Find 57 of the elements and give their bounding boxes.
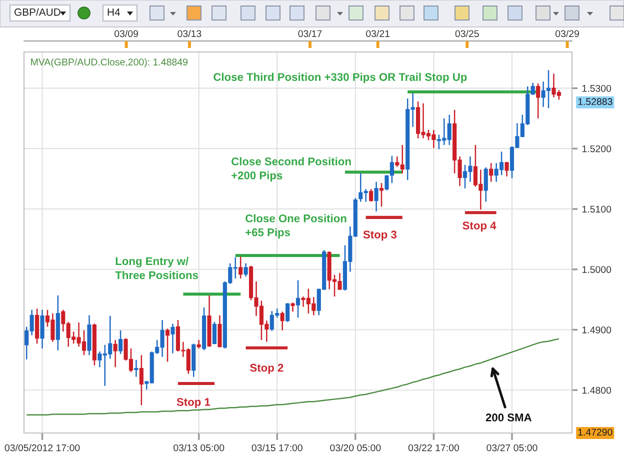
candlestick xyxy=(484,166,488,202)
x-tick-label: 03/27 05:00 xyxy=(486,444,538,452)
candlestick xyxy=(238,256,243,280)
candlestick xyxy=(118,330,123,355)
candlestick xyxy=(290,302,295,312)
candlestick xyxy=(384,174,389,191)
annotation: Stop 4 xyxy=(462,222,496,232)
annotation: Stop 2 xyxy=(250,364,284,374)
annotation: 200 SMA xyxy=(486,414,532,422)
x-tick-label: 03/13 05:00 xyxy=(174,444,224,452)
candlestick xyxy=(390,155,394,184)
text: 03/29 xyxy=(556,30,579,38)
annotation: Long Entry w/ Three Positions xyxy=(115,256,198,280)
candlestick xyxy=(369,188,374,202)
candlestick xyxy=(40,309,44,350)
annotation: Stop 3 xyxy=(363,230,397,241)
chart-subtitle: H4 xyxy=(108,8,120,16)
x-tick-label: 03/15 17:00 xyxy=(252,444,302,452)
annotation: Close Second Position +200 Pips xyxy=(232,157,351,182)
candlestick xyxy=(139,354,144,406)
text: 03/21 xyxy=(366,30,390,38)
y-tick-label: 1.5100 xyxy=(582,206,612,213)
y-tick-label: 1.5300 xyxy=(582,84,612,92)
candlestick xyxy=(35,308,40,344)
candlestick xyxy=(218,314,222,348)
candlestick xyxy=(536,82,540,120)
text: 03/09 xyxy=(114,30,138,38)
annotation: Close Third Position +330 Pips OR Trail Stop Up xyxy=(214,72,467,84)
candlestick xyxy=(170,323,175,354)
text: 1.47290 xyxy=(578,428,612,436)
chart-title: GBP/AUD xyxy=(14,8,60,16)
text: 03/13 xyxy=(178,30,202,38)
candlestick xyxy=(165,328,170,362)
x-tick-label: 03/20 05:00 xyxy=(330,444,381,452)
x-tick-label: 03/05/2012 17:00 xyxy=(4,444,80,452)
candlestick xyxy=(379,182,384,208)
y-tick-label: 1.5200 xyxy=(582,145,612,152)
candlestick xyxy=(504,161,509,178)
annotation: Stop 1 xyxy=(176,398,210,408)
candlestick xyxy=(286,302,290,323)
text: 1.52883 xyxy=(578,98,612,106)
text: 03/17 xyxy=(298,30,322,38)
annotation: Close One Position +65 Pips xyxy=(246,214,346,238)
candlestick xyxy=(489,162,494,182)
y-tick-label: 1.4900 xyxy=(582,326,612,334)
candlestick xyxy=(113,339,118,368)
candlestick xyxy=(212,321,217,345)
y-tick-label: 1.5000 xyxy=(582,266,612,273)
candlestick xyxy=(374,181,378,212)
candlestick xyxy=(296,280,300,318)
x-tick-label: 03/22 17:00 xyxy=(408,444,459,452)
candlestick xyxy=(280,311,284,331)
text: 03/25 xyxy=(455,30,479,38)
candlestick xyxy=(134,359,138,378)
y-tick-label: 1.4800 xyxy=(582,386,612,394)
candlestick xyxy=(244,262,248,278)
text: MVA(GBP/AUD.Close,200): 1.48849 xyxy=(31,58,188,68)
